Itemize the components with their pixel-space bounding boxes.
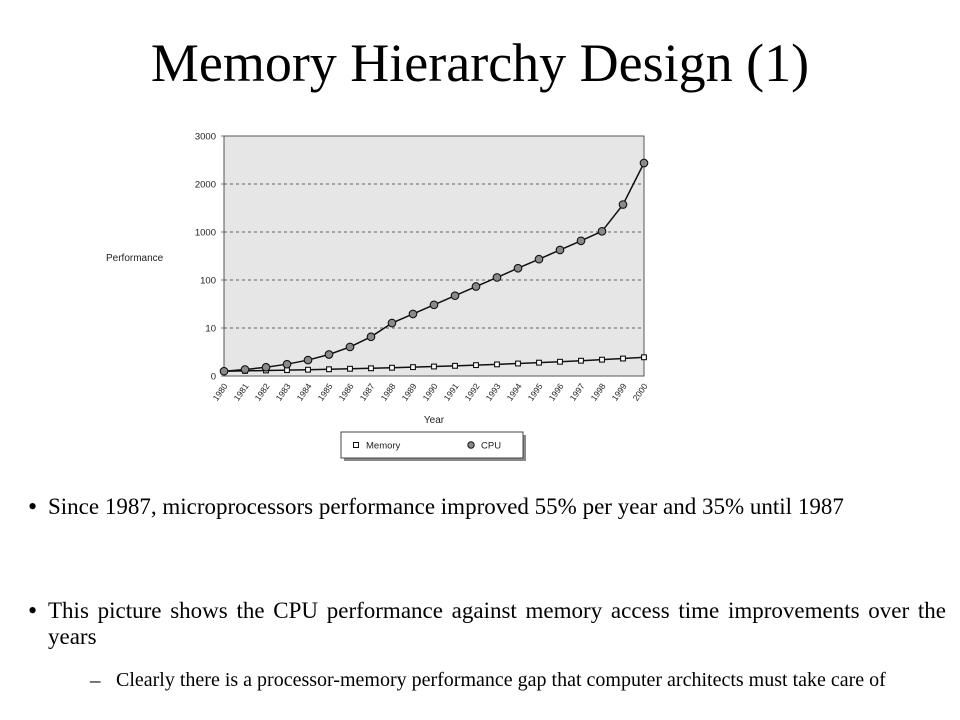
sub-bullet-marker: – <box>90 668 101 692</box>
x-tick-label: 1990 <box>421 381 440 402</box>
x-tick-label: 1993 <box>484 381 503 402</box>
data-point-cpu <box>366 332 376 342</box>
x-tick-label: 1980 <box>211 381 230 402</box>
x-tick-label: 1988 <box>379 381 398 402</box>
bullet-text: This picture shows the CPU performance a… <box>48 598 946 649</box>
data-point-cpu <box>219 366 229 376</box>
data-point-memory <box>578 357 584 364</box>
x-tick-label: 2000 <box>631 381 650 402</box>
data-point-cpu <box>639 158 649 168</box>
legend-marker-memory <box>353 442 359 448</box>
data-point-memory <box>389 364 395 371</box>
bullet-marker: • <box>28 492 38 521</box>
y-tick-label: 2000 <box>195 180 216 191</box>
data-point-cpu <box>282 359 292 369</box>
data-point-cpu <box>261 362 271 372</box>
data-point-memory <box>557 358 563 365</box>
performance-chart: 0 10 100 1000 2000 3000 Performance 1980 1981 198… <box>96 122 676 466</box>
data-point-cpu <box>618 200 628 209</box>
data-point-cpu <box>597 226 607 236</box>
data-point-cpu <box>387 318 397 328</box>
x-tick-label: 1989 <box>400 381 419 402</box>
data-point-cpu <box>576 236 586 246</box>
legend-box <box>340 431 524 459</box>
data-point-cpu <box>324 350 334 359</box>
data-point-cpu <box>408 309 418 319</box>
data-point-memory <box>368 365 374 372</box>
data-point-memory <box>641 354 647 361</box>
x-axis-label: Year <box>424 415 445 426</box>
x-tick-label: 1986 <box>337 381 356 402</box>
data-point-memory <box>515 360 521 367</box>
data-point-memory <box>410 364 416 371</box>
x-tick-label: 1984 <box>295 381 314 402</box>
data-point-cpu <box>303 355 313 365</box>
data-point-cpu <box>240 365 250 374</box>
x-tick-label: 1985 <box>316 381 335 402</box>
x-tick-label: 1992 <box>463 381 482 402</box>
y-tick-label: 10 <box>205 324 216 335</box>
y-axis-label: Performance <box>106 253 164 264</box>
data-point-memory <box>347 365 353 372</box>
bullet-marker: • <box>28 596 38 625</box>
legend-label-memory: Memory <box>366 441 401 452</box>
data-point-memory <box>620 355 626 362</box>
data-point-memory <box>494 361 500 368</box>
x-tick-label: 1996 <box>547 381 566 402</box>
y-tick-label: 1000 <box>195 228 216 239</box>
data-point-memory <box>452 362 458 369</box>
data-point-memory <box>431 363 437 370</box>
data-point-memory <box>326 366 332 373</box>
data-point-cpu <box>513 263 523 273</box>
data-point-cpu <box>450 291 460 301</box>
data-point-cpu <box>429 300 439 310</box>
data-point-cpu <box>345 342 355 352</box>
plot-area <box>223 135 645 377</box>
y-tick-label: 3000 <box>195 132 216 143</box>
y-tick-label: 0 <box>211 372 216 383</box>
data-point-cpu <box>534 254 544 264</box>
x-tick-label: 1997 <box>568 381 587 402</box>
x-tick-label: 1991 <box>442 381 461 402</box>
x-tick-label: 1994 <box>505 381 524 402</box>
data-point-memory <box>305 366 311 373</box>
x-tick-label: 1999 <box>610 381 629 402</box>
legend-label-cpu: CPU <box>481 441 501 452</box>
x-tick-label: 1998 <box>589 381 608 402</box>
sub-bullet-text: Clearly there is a processor-memory perf… <box>116 669 886 691</box>
x-tick-label: 1982 <box>253 381 272 402</box>
x-tick-label: 1995 <box>526 381 545 402</box>
x-tick-label: 1983 <box>274 381 293 402</box>
data-point-memory <box>536 359 542 366</box>
data-point-cpu <box>471 282 481 291</box>
slide-title: Memory Hierarchy Design (1) <box>150 33 810 93</box>
data-point-memory <box>599 356 605 363</box>
x-tick-label: 1981 <box>232 381 251 402</box>
data-point-cpu <box>492 273 502 282</box>
bullet-text: Since 1987, microprocessors performance … <box>48 494 844 519</box>
legend-marker-cpu <box>467 441 475 449</box>
y-tick-label: 100 <box>200 276 216 287</box>
x-tick-label: 1987 <box>358 381 377 402</box>
data-point-cpu <box>555 245 565 255</box>
data-point-memory <box>473 362 479 369</box>
